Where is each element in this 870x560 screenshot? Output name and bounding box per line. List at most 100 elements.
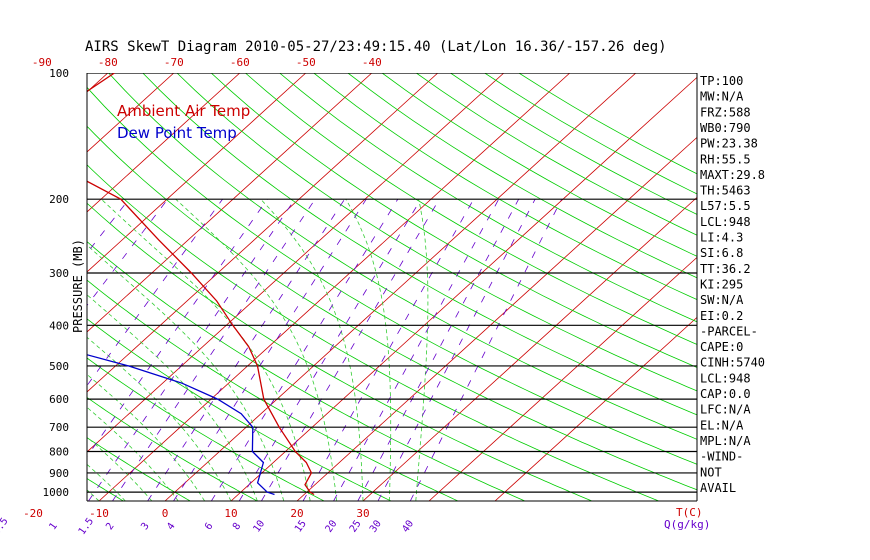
stat-entry: KI:295	[700, 277, 743, 291]
pressure-tick-label: 700	[49, 421, 69, 434]
dry-adiabat-line	[347, 73, 697, 279]
stat-entry: EL:N/A	[700, 418, 744, 432]
stat-entry: TP:100	[700, 74, 743, 88]
isotherm-line	[87, 73, 241, 213]
mixing-ratio-line	[173, 198, 367, 501]
isotherm-line	[87, 73, 175, 153]
mixing-ratio-tick-label: 8	[231, 521, 243, 532]
dry-adiabat-line	[87, 202, 593, 501]
stat-entry: CAP:0.0	[700, 387, 751, 401]
mixing-ratio-tick-label: 0.5	[0, 516, 11, 537]
bottom-temp-tick-label: -20	[23, 507, 43, 520]
dry-adiabat-line	[87, 357, 325, 501]
moist-adiabat-line	[415, 199, 429, 501]
top-temp-tick-label: -60	[230, 56, 250, 69]
mixing-ratio-tick-label: 2	[104, 521, 116, 532]
dry-adiabat-line	[176, 73, 697, 392]
top-temp-tick-label: -80	[98, 56, 118, 69]
stat-entry: LFC:N/A	[700, 403, 751, 417]
isotherm-line	[230, 76, 697, 501]
mixing-ratio-line	[87, 198, 223, 387]
dry-adiabat-line	[87, 318, 392, 501]
mixing-ratio-line	[357, 198, 519, 501]
mixing-ratio-tick-label: 6	[203, 521, 215, 532]
chart-title: AIRS SkewT Diagram 2010-05-27/23:49:15.4…	[85, 39, 667, 55]
grid-lines	[0, 73, 697, 501]
pressure-tick-label: 400	[49, 319, 69, 332]
dry-adiabat-line	[87, 437, 191, 501]
stat-entry: LI:4.3	[700, 231, 743, 245]
top-temp-tick-label: -90	[32, 56, 52, 69]
bottom-temp-tick-label: 20	[290, 507, 303, 520]
pressure-tick-label: 300	[49, 267, 69, 280]
isotherm-line	[494, 316, 697, 501]
isotherm-line	[0, 73, 42, 501]
mixing-ratio-line	[147, 198, 345, 501]
sounding-curves	[87, 73, 315, 496]
bottom-temp-tick-label: 10	[224, 507, 237, 520]
dry-adiabat-line	[142, 73, 697, 416]
mixing-ratio-line	[261, 198, 440, 501]
bottom-temp-tick-label: 30	[356, 507, 369, 520]
moist-adiabat-line	[101, 198, 311, 501]
stat-entry: -WIND-	[700, 450, 743, 464]
stat-entry: -PARCEL-	[700, 324, 758, 338]
mixing-ratio-line	[302, 198, 475, 501]
stat-entry: MW:N/A	[700, 90, 744, 104]
pressure-tick-label: 500	[49, 360, 69, 373]
mixing-ratio-line	[211, 198, 399, 501]
stat-entry: LCL:948	[700, 215, 751, 229]
legend-dew-point-temp: Dew Point Temp	[117, 124, 237, 142]
mixing-ratio-line	[409, 198, 562, 501]
top-temp-tick-label: -70	[164, 56, 184, 69]
dry-adiabat-line	[0, 73, 57, 501]
mixing-ratio-tick-label: 30	[368, 519, 384, 535]
mixing-ratio-tick-label: 1	[48, 521, 60, 532]
pressure-tick-label: 100	[49, 67, 69, 80]
moist-adiabat-line	[87, 294, 258, 501]
dry-adiabat-line	[279, 73, 697, 323]
moist-adiabat-line	[260, 198, 364, 501]
isotherm-line	[87, 73, 307, 273]
dry-adiabat-line	[518, 73, 697, 175]
stat-entry: SW:N/A	[700, 293, 744, 307]
stat-entry: L57:5.5	[700, 199, 751, 213]
moist-adiabat-line	[87, 406, 179, 501]
pressure-tick-label: 900	[49, 467, 69, 480]
moist-adiabat-line	[345, 198, 392, 501]
ambient-air-temp-line	[87, 73, 315, 496]
mixing-ratio-tick-label: 15	[293, 518, 309, 534]
pressure-tick-label: 200	[49, 193, 69, 206]
moist-adiabat-line	[87, 373, 205, 501]
mixing-ratio-tick-label: 4	[165, 521, 177, 532]
dry-adiabat-line	[87, 125, 697, 491]
stat-entry: TT:36.2	[700, 262, 751, 276]
dry-adiabat-line	[87, 86, 697, 465]
stat-entry: TH:5463	[700, 184, 751, 198]
stat-entry: SI:6.8	[700, 246, 743, 260]
stat-entry: MPL:N/A	[700, 434, 751, 448]
moist-adiabat-line	[87, 436, 153, 501]
dry-adiabat-line	[87, 164, 659, 501]
stat-entry: CINH:5740	[700, 356, 765, 370]
stat-entry: WB0:790	[700, 121, 751, 135]
isotherm-line	[87, 73, 439, 393]
mixing-ratio-line	[87, 198, 268, 458]
dry-adiabat-line	[87, 241, 526, 501]
mixing-ratio-line	[112, 198, 316, 501]
top-temp-tick-label: -50	[296, 56, 316, 69]
dry-adiabat-line	[87, 397, 258, 501]
pressure-tick-label: 1000	[43, 486, 70, 499]
stat-entry: PW:23.38	[700, 137, 758, 151]
mixing-ratio-line	[377, 198, 536, 501]
stat-entry: AVAIL	[700, 481, 736, 495]
stat-entry: CAPE:0	[700, 340, 743, 354]
legend-ambient-air-temp: Ambient Air Temp	[117, 102, 250, 120]
mixing-ratio-tick-label: 25	[348, 518, 364, 534]
isotherm-line	[428, 256, 697, 501]
temp-unit-label: T(C)	[676, 506, 703, 519]
bottom-temp-tick-label: 0	[162, 507, 169, 520]
dry-adiabat-line	[416, 73, 697, 236]
isotherm-line	[87, 73, 109, 93]
